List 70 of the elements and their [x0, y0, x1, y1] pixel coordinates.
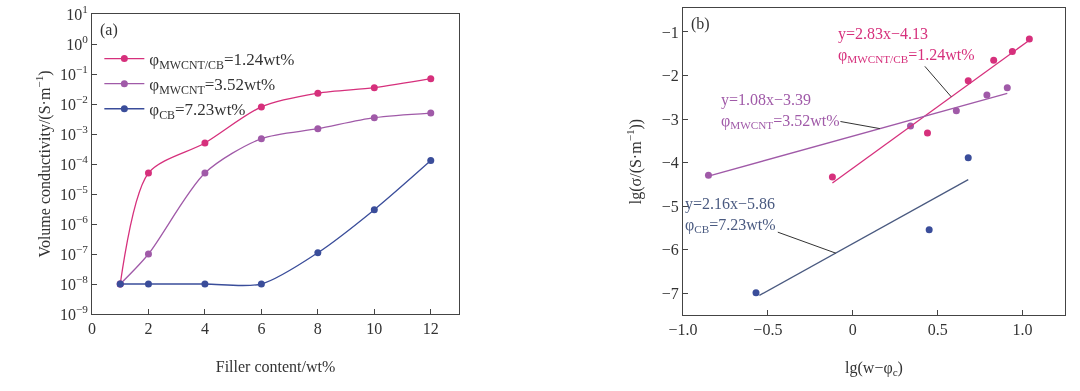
x-tick-label: 10 — [366, 320, 383, 338]
point — [144, 250, 152, 258]
point — [370, 206, 378, 214]
annotation: y=1.08x−3.39 φ$_{MWCNT}$=3.52wt% — [721, 91, 840, 132]
x-tick-label: −1.0 — [668, 321, 698, 339]
y-tick-label: 10$^{−2}$ — [59, 92, 88, 113]
y-tick-label: −6 — [661, 241, 679, 259]
y-tick-label: 10$^{−3}$ — [59, 122, 89, 143]
y-tick-label: 10$^{−7}$ — [59, 242, 89, 263]
point — [983, 91, 991, 99]
y-tick-label: 10$^{−5}$ — [59, 182, 89, 203]
point — [952, 107, 960, 115]
y-tick-label: −1 — [661, 23, 679, 41]
x-axis-title: lg(w−φ$_{c}$) — [845, 359, 903, 379]
y-tick-label: −5 — [661, 197, 679, 215]
point — [925, 226, 933, 234]
point — [144, 169, 152, 177]
legend-label: φ$_{MWCNT/CB}$=1.24wt% — [149, 50, 295, 72]
point — [144, 280, 152, 288]
annotation: (b) — [691, 15, 710, 33]
x-tick-label: 6 — [257, 320, 266, 338]
annotation: y=2.16x−5.86 φ$_{CB}$=7.23wt% — [685, 195, 776, 236]
y-tick-label: 10$^{1}$ — [66, 2, 88, 23]
point — [427, 109, 435, 117]
point — [201, 169, 209, 177]
x-tick-label: 0 — [88, 320, 96, 338]
point — [427, 75, 435, 83]
y-tick-label: 10$^{−8}$ — [59, 272, 89, 293]
x-tick-label: −0.5 — [753, 321, 783, 339]
point — [1025, 35, 1033, 43]
y-tick-label: −3 — [661, 110, 679, 128]
y-tick-label: 10$^{−6}$ — [59, 212, 89, 233]
point — [964, 77, 972, 85]
point — [828, 173, 836, 181]
x-tick-label: 1.0 — [1012, 321, 1033, 339]
point — [257, 135, 265, 143]
point — [257, 103, 265, 111]
point — [370, 114, 378, 122]
y-tick-label: 10$^{−9}$ — [59, 302, 89, 323]
x-tick-label: 2 — [144, 320, 153, 338]
point — [427, 157, 435, 165]
point — [314, 249, 322, 257]
x-tick-label: 0 — [848, 321, 857, 339]
point — [201, 139, 209, 147]
point — [257, 280, 265, 288]
y-tick-label: 10$^{−1}$ — [59, 62, 88, 83]
point — [314, 125, 322, 133]
point — [704, 171, 712, 179]
legend-label: φ$_{CB}$=7.23wt% — [149, 100, 246, 122]
x-tick-label: 12 — [422, 320, 439, 338]
point — [1003, 84, 1011, 92]
y-tick-label: 10$^{−4}$ — [59, 152, 89, 173]
point — [314, 89, 322, 97]
x-tick-label: 4 — [200, 320, 209, 338]
x-axis-title: Filler content/wt% — [215, 358, 336, 375]
point — [752, 289, 760, 297]
y-tick-label: −2 — [661, 67, 679, 85]
y-tick-label: 10$^{0}$ — [66, 32, 89, 53]
y-tick-label: −7 — [661, 284, 679, 302]
x-tick-label: 8 — [313, 320, 322, 338]
x-tick-label: 0.5 — [927, 321, 948, 339]
point — [923, 129, 931, 137]
legend-label: φ$_{MWCNT}$=3.52wt% — [149, 75, 276, 97]
point — [990, 56, 998, 64]
point — [964, 154, 972, 162]
y-tick-label: −4 — [661, 154, 679, 172]
annotation: (a) — [100, 21, 118, 39]
point — [201, 280, 209, 288]
annotation: y=2.83x−4.13 φ$_{MWCNT/CB}$=1.24wt% — [838, 25, 975, 66]
point — [370, 84, 378, 92]
